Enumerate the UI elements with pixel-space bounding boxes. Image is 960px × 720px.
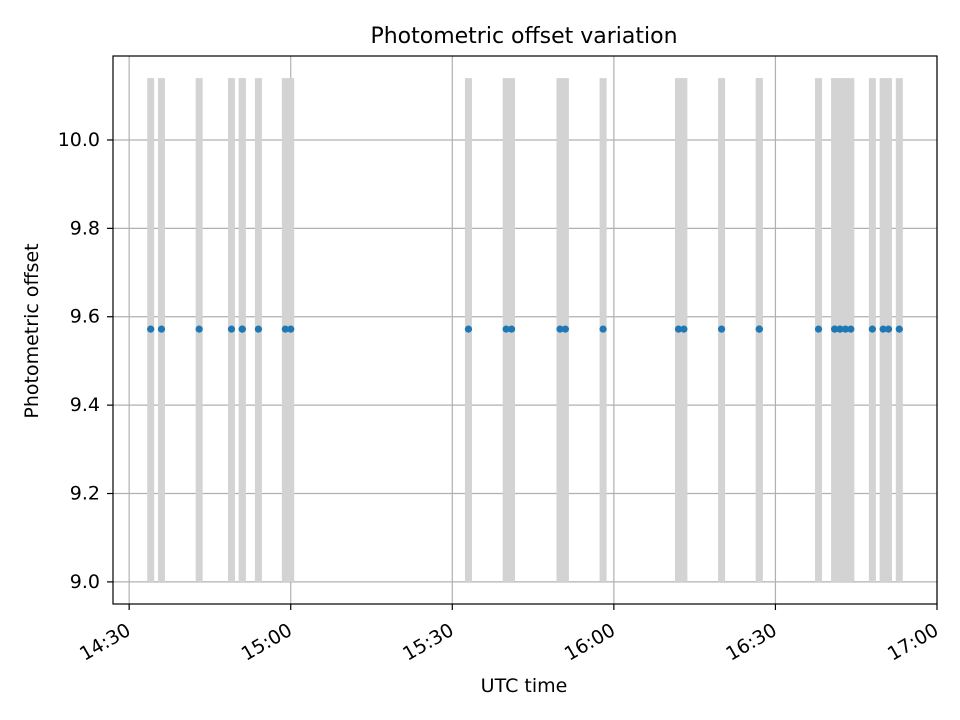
data-point: [755, 325, 763, 333]
data-point: [254, 325, 263, 333]
data-point: [717, 325, 726, 333]
y-axis-label: Photometric offset: [21, 243, 43, 418]
data-point: [674, 325, 683, 333]
data-point: [836, 325, 844, 333]
chart-title: Photometric offset variation: [370, 24, 677, 49]
data-point: [287, 325, 295, 333]
data-point: [895, 325, 903, 333]
data-point: [847, 325, 855, 333]
data-point: [884, 325, 893, 333]
data-point: [680, 325, 688, 333]
y-tick-label: 9.2: [70, 483, 100, 505]
data-point: [238, 325, 246, 333]
y-tick-label: 9.4: [70, 394, 100, 416]
data-point: [868, 325, 876, 333]
data-point: [599, 325, 607, 333]
y-tick-label: 10.0: [58, 129, 100, 151]
data-point: [507, 325, 516, 333]
data-point: [227, 325, 236, 333]
data-point: [561, 325, 569, 333]
data-point: [464, 325, 473, 333]
data-point: [556, 325, 564, 333]
data-point: [814, 325, 823, 333]
data-point: [281, 325, 289, 333]
data-point: [147, 325, 155, 333]
data-point: [879, 325, 887, 333]
y-tick-label: 9.8: [70, 217, 100, 239]
y-tick-label: 9.0: [70, 571, 100, 593]
y-tick-label: 9.6: [70, 306, 100, 328]
point-layer: [147, 325, 903, 333]
plot-frame: [112, 55, 938, 605]
data-point: [157, 325, 166, 333]
x-axis-label: UTC time: [481, 675, 568, 697]
data-point: [502, 325, 510, 333]
data-point: [841, 325, 850, 333]
data-point: [831, 325, 839, 333]
data-point: [195, 325, 203, 333]
